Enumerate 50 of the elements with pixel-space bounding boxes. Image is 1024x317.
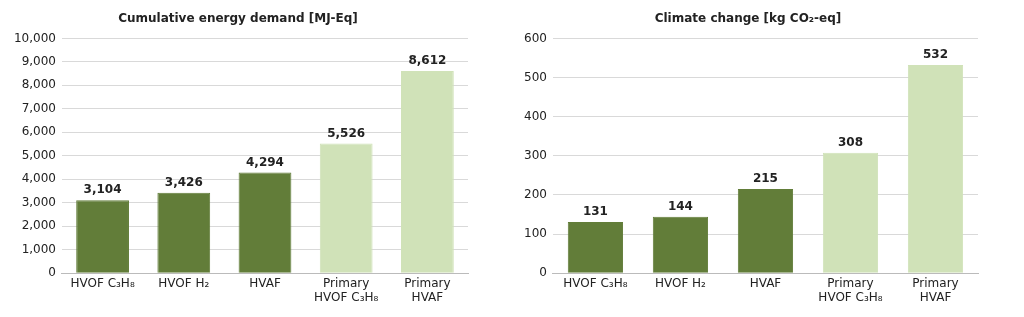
bar: [822, 152, 879, 273]
data-label: 5,526: [327, 125, 366, 140]
y-tick-label: 500: [524, 69, 547, 84]
bar: [319, 143, 373, 273]
y-tick-label: 200: [524, 187, 547, 202]
x-tick-label: HVAF: [749, 275, 782, 290]
bar: [737, 189, 794, 273]
data-label: 215: [752, 171, 778, 186]
x-tick-label: Primary HVAF: [404, 275, 451, 304]
y-tick-label: 5,000: [21, 147, 56, 162]
data-label: 144: [667, 198, 693, 213]
y-tick-label: 3,000: [21, 194, 56, 209]
bar: [76, 200, 129, 273]
x-tick-label: Primary HVAF: [912, 275, 959, 304]
bar: [907, 65, 964, 273]
bar: [401, 70, 454, 273]
x-tick-label: HVOF H₂: [158, 275, 210, 290]
y-tick-label: 300: [524, 147, 547, 162]
bar: [567, 221, 624, 273]
data-label: 8,612: [408, 53, 447, 68]
y-tick-label: 0: [48, 265, 56, 280]
bar: [652, 216, 709, 273]
y-tick-label: 6,000: [21, 124, 56, 139]
data-label: 131: [582, 204, 608, 219]
y-tick-label: 0: [539, 265, 547, 280]
y-tick-label: 10,000: [13, 30, 56, 45]
x-tick-label: Primary HVOF C₃H₈: [314, 275, 379, 304]
chart-title: Climate change [kg CO₂-eq]: [654, 11, 842, 26]
bar: [238, 172, 292, 273]
data-label: 3,426: [164, 174, 203, 189]
data-label: 4,294: [246, 154, 284, 169]
x-tick-label: HVOF C₃H₈: [70, 275, 135, 290]
x-tick-label: Primary HVOF C₃H₈: [818, 275, 883, 304]
y-tick-label: 100: [524, 226, 547, 241]
data-label: 532: [922, 47, 949, 62]
x-tick-label: HVOF C₃H₈: [563, 275, 628, 290]
data-label: 3,104: [83, 182, 122, 197]
y-tick-label: 400: [524, 108, 547, 123]
y-tick-label: 1,000: [21, 241, 56, 256]
y-tick-label: 7,000: [21, 100, 56, 115]
bar: [157, 192, 211, 273]
x-tick-label: HVAF: [249, 275, 281, 290]
data-label: 308: [837, 134, 863, 149]
y-tick-label: 4,000: [21, 171, 56, 186]
y-tick-label: 9,000: [21, 54, 56, 69]
x-tick-label: HVOF H₂: [654, 275, 707, 290]
y-tick-label: 8,000: [21, 77, 56, 92]
y-tick-label: 600: [524, 30, 547, 45]
chart-title: Cumulative energy demand [MJ-Eq]: [118, 11, 358, 26]
y-tick-label: 2,000: [21, 218, 56, 233]
